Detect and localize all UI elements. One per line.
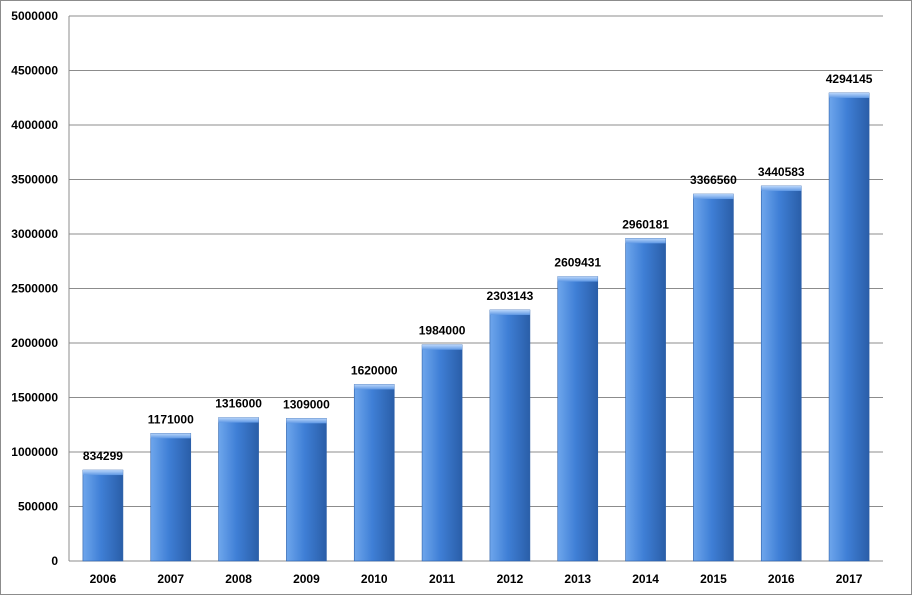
bar-cap	[150, 433, 191, 439]
bars	[82, 92, 870, 562]
bar-2012	[489, 309, 531, 562]
bar-2009	[286, 418, 327, 562]
bar-cap	[761, 185, 802, 191]
bar-cap	[82, 470, 123, 476]
bar-cap	[286, 418, 327, 424]
bar-body	[286, 418, 327, 562]
x-tick-label-2010: 2010	[361, 572, 388, 586]
bar-body	[218, 417, 259, 562]
y-tick-label: 2500000	[11, 282, 58, 296]
bar-cap	[354, 384, 395, 390]
bar-2016	[760, 185, 802, 562]
grid-lines	[68, 15, 883, 562]
bar-body	[421, 344, 463, 562]
bar-2017	[828, 92, 870, 562]
data-label-2016: 3440583	[758, 165, 805, 179]
bar-cap	[557, 276, 598, 282]
data-label-2009: 1309000	[283, 397, 330, 411]
y-tick-label: 3500000	[11, 173, 58, 187]
y-tick-label: 4500000	[11, 64, 58, 78]
bar-2011	[421, 344, 463, 562]
data-label-2012: 2303143	[487, 289, 534, 303]
data-label-2015: 3366560	[690, 173, 737, 187]
x-tick-label-2009: 2009	[293, 572, 320, 586]
data-label-2007: 1171000	[148, 412, 194, 426]
x-tick-label-2006: 2006	[90, 572, 117, 586]
bar-body	[625, 238, 666, 562]
bar-2008	[218, 417, 259, 562]
data-label-2008: 1316000	[215, 397, 262, 411]
bar-body	[693, 193, 734, 562]
bar-cap	[693, 194, 734, 200]
data-label-2014: 2960181	[622, 217, 669, 231]
bar-body	[557, 276, 599, 562]
data-label-2010: 1620000	[351, 363, 398, 377]
x-tick-label-2015: 2015	[700, 572, 727, 586]
bar-2010	[353, 384, 395, 562]
y-tick-label: 500000	[18, 500, 58, 514]
x-tick-label-2012: 2012	[497, 572, 524, 586]
y-axis-ticks: 0 500000 1000000 1500000 2000000 2500000 30000…	[11, 9, 58, 568]
data-label-2017: 4294145	[826, 72, 873, 86]
bar-cap	[829, 92, 870, 98]
x-tick-label-2008: 2008	[225, 572, 252, 586]
x-tick-label-2016: 2016	[768, 572, 795, 586]
bar-body	[150, 433, 192, 562]
bar-cap	[489, 309, 530, 315]
bar-body	[353, 384, 395, 562]
y-tick-label: 2000000	[11, 336, 58, 350]
data-labels: 834299 1171000 1316000 1309000 1620000 198400…	[83, 72, 873, 463]
bar-body	[828, 92, 870, 562]
y-tick-label: 5000000	[11, 9, 58, 23]
data-label-2011: 1984000	[419, 324, 466, 338]
y-tick-label: 3000000	[11, 227, 58, 241]
bar-2006	[82, 469, 124, 562]
bar-body	[760, 185, 802, 562]
y-tick-label: 0	[51, 554, 58, 568]
bar-body	[489, 309, 531, 562]
bar-2013	[557, 276, 599, 562]
y-tick-label: 4000000	[11, 118, 58, 132]
bar-cap	[218, 417, 259, 423]
x-tick-label-2007: 2007	[157, 572, 184, 586]
x-tick-label-2013: 2013	[564, 572, 591, 586]
y-tick-label: 1000000	[11, 445, 58, 459]
bar-cap	[625, 238, 666, 244]
x-tick-label-2011: 2011	[429, 572, 455, 586]
bar-body	[82, 469, 124, 562]
data-label-2006: 834299	[83, 449, 123, 463]
bar-2007	[150, 433, 192, 562]
y-tick-label: 1500000	[11, 391, 58, 405]
x-tick-label-2017: 2017	[836, 572, 863, 586]
bar-2014	[625, 238, 666, 562]
bar-cap	[422, 344, 463, 350]
x-axis-ticks: 2006 2007 2008 2009 2010 2011 2012 2013 2014 2015…	[90, 572, 863, 586]
x-tick-label-2014: 2014	[632, 572, 659, 586]
data-label-2013: 2609431	[554, 256, 601, 270]
bar-2015	[693, 193, 734, 562]
